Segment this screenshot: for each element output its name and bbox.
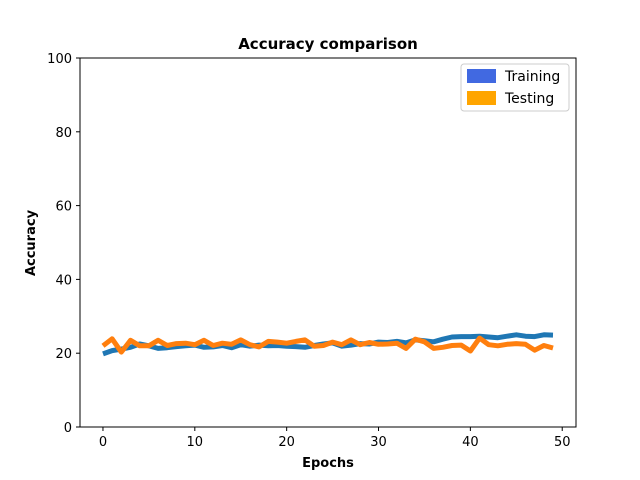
y-tick-label: 60 (55, 200, 72, 215)
plot-area (101, 332, 554, 357)
x-tick-label: 30 (370, 435, 387, 450)
x-axis-label: Epochs (302, 456, 354, 471)
plot-frame (79, 57, 577, 428)
x-tick-label: 0 (99, 435, 107, 450)
legend: Training Testing (460, 63, 570, 112)
x-tick-label: 20 (278, 435, 295, 450)
y-tick-label: 40 (55, 273, 72, 288)
y-axis-label: Accuracy (24, 209, 39, 276)
x-axis: 0 10 20 30 40 50 (99, 427, 571, 450)
series-line-testing (101, 335, 554, 355)
legend-label-training: Training (504, 69, 560, 85)
x-tick-label: 10 (187, 435, 204, 450)
x-tick-label: 40 (462, 435, 479, 450)
legend-swatch-testing (467, 91, 496, 105)
legend-swatch-training (467, 69, 496, 83)
chart-title: Accuracy comparison (238, 35, 418, 53)
y-tick-label: 20 (55, 347, 72, 362)
y-tick-label: 80 (55, 126, 72, 141)
y-tick-label: 0 (64, 421, 72, 436)
y-tick-label: 100 (47, 52, 72, 67)
y-axis: 0 20 40 60 80 100 (47, 52, 80, 436)
legend-label-testing: Testing (504, 91, 554, 107)
x-tick-label: 50 (554, 435, 571, 450)
